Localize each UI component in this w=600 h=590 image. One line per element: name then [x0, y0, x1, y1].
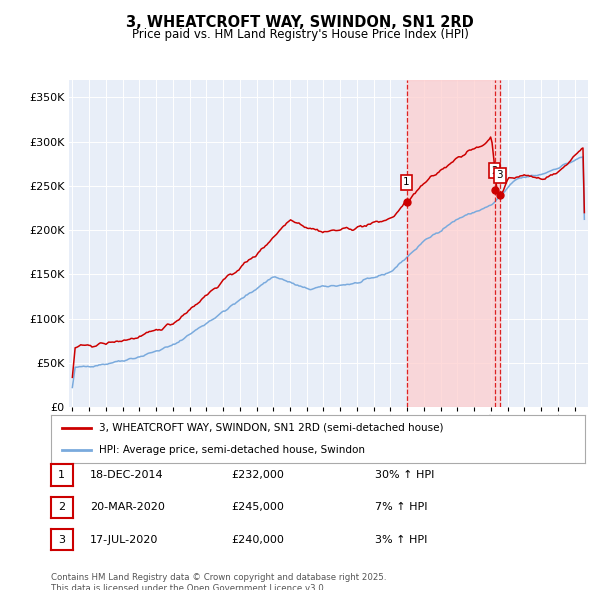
Text: 3: 3 — [58, 535, 65, 545]
Text: 18-DEC-2014: 18-DEC-2014 — [90, 470, 164, 480]
Text: Price paid vs. HM Land Registry's House Price Index (HPI): Price paid vs. HM Land Registry's House … — [131, 28, 469, 41]
Text: 20-MAR-2020: 20-MAR-2020 — [90, 503, 165, 512]
Text: Contains HM Land Registry data © Crown copyright and database right 2025.
This d: Contains HM Land Registry data © Crown c… — [51, 573, 386, 590]
Text: £232,000: £232,000 — [231, 470, 284, 480]
Text: 7% ↑ HPI: 7% ↑ HPI — [375, 503, 427, 512]
Text: 30% ↑ HPI: 30% ↑ HPI — [375, 470, 434, 480]
Bar — [407, 80, 500, 407]
Text: HPI: Average price, semi-detached house, Swindon: HPI: Average price, semi-detached house,… — [99, 445, 365, 455]
Text: 2: 2 — [491, 166, 498, 176]
Text: 3: 3 — [497, 171, 503, 180]
Text: 1: 1 — [58, 470, 65, 480]
Text: 1: 1 — [403, 178, 410, 187]
Text: 3, WHEATCROFT WAY, SWINDON, SN1 2RD: 3, WHEATCROFT WAY, SWINDON, SN1 2RD — [126, 15, 474, 30]
Text: 3% ↑ HPI: 3% ↑ HPI — [375, 535, 427, 545]
Text: 2: 2 — [58, 503, 65, 512]
Text: £245,000: £245,000 — [231, 503, 284, 512]
Text: 3, WHEATCROFT WAY, SWINDON, SN1 2RD (semi-detached house): 3, WHEATCROFT WAY, SWINDON, SN1 2RD (sem… — [99, 423, 443, 433]
Text: £240,000: £240,000 — [231, 535, 284, 545]
Text: 17-JUL-2020: 17-JUL-2020 — [90, 535, 158, 545]
